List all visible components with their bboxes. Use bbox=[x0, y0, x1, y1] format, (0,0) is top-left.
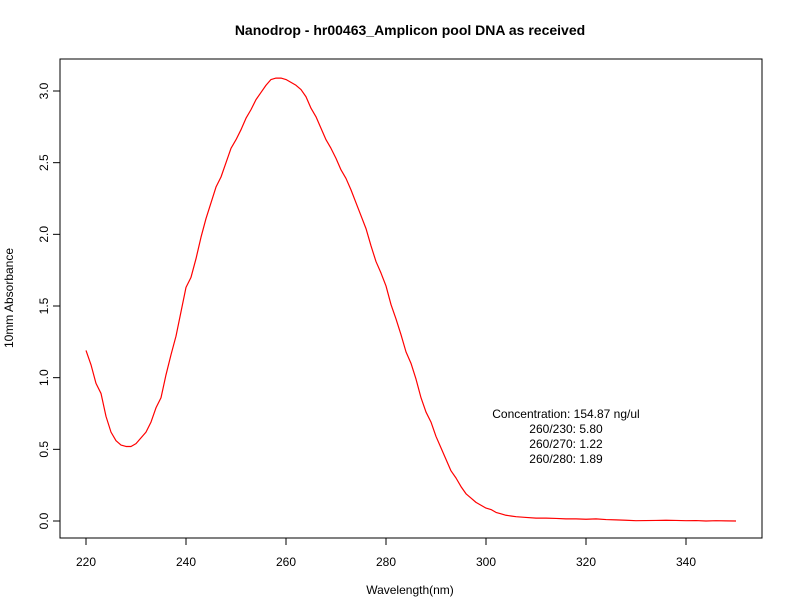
x-tick-label: 240 bbox=[176, 555, 196, 569]
annotation-concentration: Concentration: 154.87 ng/ul bbox=[492, 407, 639, 421]
y-tick-label: 0.5 bbox=[37, 441, 51, 458]
annotation-block: Concentration: 154.87 ng/ul 260/230: 5.8… bbox=[492, 407, 639, 466]
x-axis-label: Wavelength(nm) bbox=[366, 583, 454, 597]
annotation-ratio-260-270: 260/270: 1.22 bbox=[529, 437, 603, 451]
y-tick-label: 0.0 bbox=[37, 512, 51, 529]
y-tick-label: 1.5 bbox=[37, 297, 51, 314]
y-axis: 0.0 0.5 1.0 1.5 2.0 2.5 3.0 bbox=[37, 82, 61, 529]
x-tick-label: 260 bbox=[276, 555, 296, 569]
x-tick-label: 320 bbox=[576, 555, 596, 569]
x-axis: 220 240 260 280 300 320 340 bbox=[76, 537, 696, 569]
y-tick-label: 1.0 bbox=[37, 369, 51, 386]
series-layer bbox=[85, 77, 737, 522]
y-tick-label: 3.0 bbox=[37, 82, 51, 99]
plot-frame bbox=[59, 58, 763, 539]
x-tick-label: 300 bbox=[476, 555, 496, 569]
y-tick-label: 2.0 bbox=[37, 226, 51, 243]
y-tick-label: 2.5 bbox=[37, 154, 51, 171]
annotation-ratio-260-230: 260/230: 5.80 bbox=[529, 422, 603, 436]
x-tick-label: 340 bbox=[676, 555, 696, 569]
x-tick-label: 280 bbox=[376, 555, 396, 569]
chart-title: Nanodrop - hr00463_Amplicon pool DNA as … bbox=[235, 22, 585, 38]
annotation-ratio-260-280: 260/280: 1.89 bbox=[529, 452, 603, 466]
x-tick-label: 220 bbox=[76, 555, 96, 569]
absorbance-line bbox=[85, 77, 737, 522]
y-axis-label: 10mm Absorbance bbox=[2, 248, 16, 348]
